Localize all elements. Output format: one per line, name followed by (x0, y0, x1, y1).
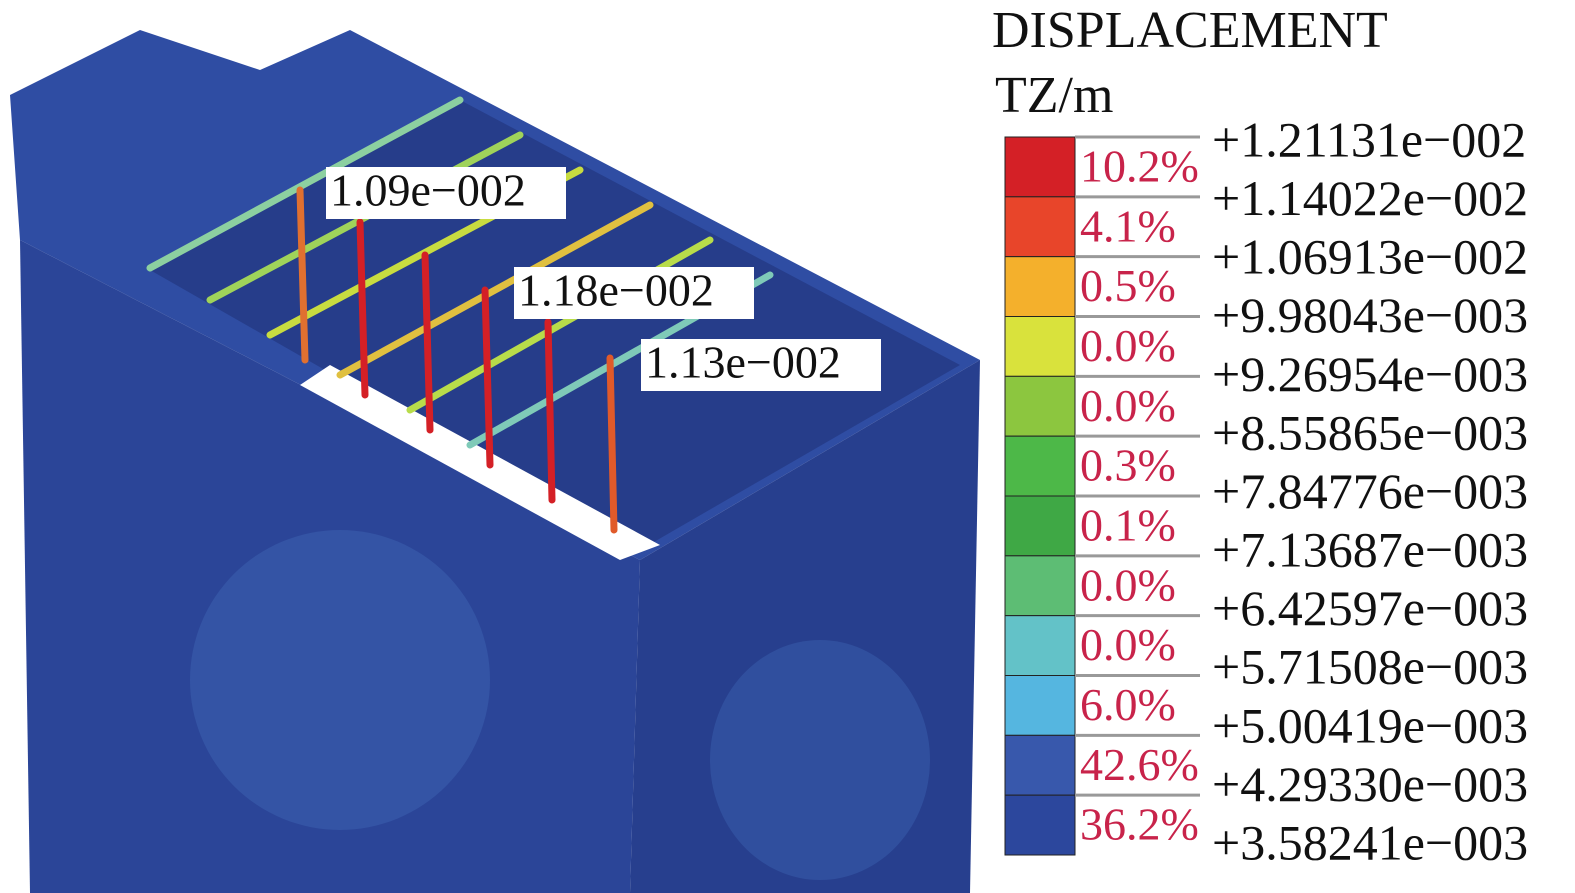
legend-level: +3.58241e−003 (1212, 814, 1528, 870)
legend-level: +7.84776e−003 (1212, 463, 1528, 519)
legend-level: +5.00419e−003 (1212, 697, 1528, 753)
legend-percent: 0.0% (1080, 380, 1176, 431)
legend-band (1004, 136, 1076, 198)
legend-percent: 36.2% (1080, 799, 1199, 850)
legend-band (1004, 196, 1076, 258)
legend-band (1004, 675, 1076, 736)
legend-level: +9.26954e−003 (1212, 346, 1528, 402)
legend-percent: 0.0% (1080, 619, 1176, 670)
legend-percent: 0.0% (1080, 320, 1176, 371)
model (10, 30, 980, 893)
annotation-box (326, 167, 566, 219)
legend-percent: 0.3% (1080, 440, 1176, 491)
opening (300, 365, 660, 560)
legend-level: +4.29330e−003 (1212, 756, 1528, 812)
struts (146, 96, 774, 534)
legend-band (1004, 615, 1076, 677)
legend-percent: 4.1% (1080, 200, 1176, 251)
legend-level: +1.21131e−002 (1212, 111, 1526, 167)
annotations: 1.09e−002 1.18e−002 1.13e−002 (326, 165, 881, 391)
legend-percent: 0.0% (1080, 559, 1176, 610)
legend-band (1004, 316, 1076, 377)
legend-level: +1.06913e−002 (1212, 229, 1528, 285)
annotation: 1.09e−002 (330, 165, 526, 216)
legend-level: +1.14022e−002 (1212, 170, 1528, 226)
annotation: 1.13e−002 (645, 337, 841, 388)
legend-band (1004, 375, 1076, 437)
legend-percent: 6.0% (1080, 679, 1176, 730)
legend-unit: TZ/m (995, 67, 1113, 124)
shade (190, 530, 490, 830)
legend-level: +5.71508e−003 (1212, 639, 1528, 695)
annotation: 1.18e−002 (518, 265, 714, 316)
legend-level: +9.98043e−003 (1212, 287, 1528, 343)
legend: 10.2% 4.1% 0.5% 0.0% 0.0% 0.3% 0.1% 0.0% 0.0% 6.0… (1004, 111, 1528, 870)
legend-title: DISPLACEMENT (992, 2, 1388, 59)
shade (710, 640, 930, 880)
legend-percent: 10.2% (1080, 140, 1199, 191)
legend-percent: 42.6% (1080, 739, 1199, 790)
legend-band (1004, 555, 1076, 617)
legend-band (1004, 794, 1076, 856)
annotation-box (641, 339, 881, 391)
legend-percent: 0.1% (1080, 499, 1176, 550)
legend-band (1004, 734, 1076, 796)
legend-band (1004, 495, 1076, 557)
legend-band (1004, 256, 1076, 317)
legend-level: +7.13687e−003 (1212, 522, 1528, 578)
legend-percent: 0.5% (1080, 260, 1176, 311)
legend-level: +8.55865e−003 (1212, 404, 1528, 460)
annotation-box (514, 267, 754, 319)
legend-band (1004, 435, 1076, 497)
legend-level: +6.42597e−003 (1212, 580, 1528, 636)
